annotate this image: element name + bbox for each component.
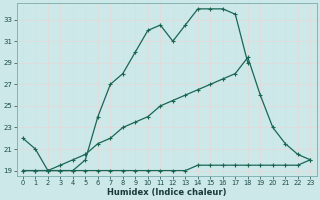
X-axis label: Humidex (Indice chaleur): Humidex (Indice chaleur) xyxy=(107,188,226,197)
